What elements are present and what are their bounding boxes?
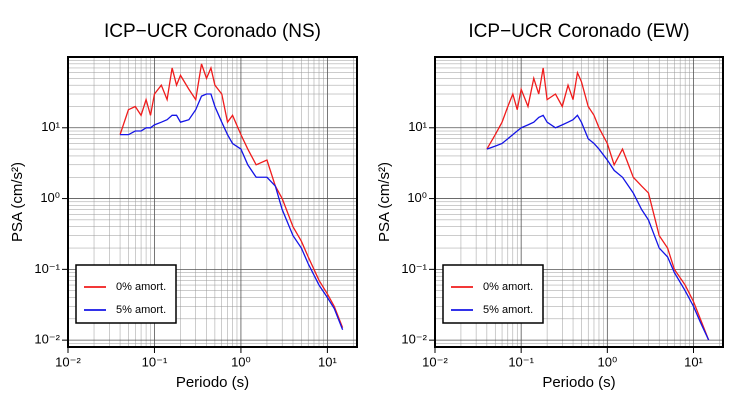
x-tick-label: 10¹ [684,354,703,369]
x-tick-label: 10⁰ [231,354,251,369]
series-line [486,114,710,341]
x-tick-label: 10¹ [318,354,337,369]
series-line [120,93,344,331]
x-tick-label: 10⁻¹ [142,354,168,369]
chart-title: ICP−UCR Coronado (NS) [104,21,321,42]
legend-label: 5% amort. [483,304,533,316]
plot-frame [67,56,358,348]
x-tick-label: 10⁰ [597,354,617,369]
x-axis-label: Periodo (s) [176,374,249,391]
y-tick-label: 10¹ [408,119,427,134]
series-line [119,63,344,328]
series-line [486,67,710,341]
x-axis-label: Periodo (s) [542,374,615,391]
plot-frame [434,56,724,348]
legend-label: 5% amort. [116,304,166,316]
legend-label: 0% amort. [483,281,533,293]
y-axis-label: PSA (cm/s²) [9,162,26,242]
x-tick-label: 10⁻² [422,354,448,369]
chart-title: ICP−UCR Coronado (EW) [468,21,689,42]
y-tick-label: 10⁰ [40,190,60,205]
x-tick-label: 10⁻¹ [508,354,534,369]
y-tick-label: 10⁰ [407,190,427,205]
legend-label: 0% amort. [116,281,166,293]
legend-box [442,264,544,324]
y-tick-label: 10⁻² [401,332,427,347]
y-tick-label: 10⁻² [34,332,60,347]
y-tick-label: 10⁻¹ [34,261,60,276]
y-axis-label: PSA (cm/s²) [376,162,393,242]
y-tick-label: 10¹ [41,119,60,134]
legend-box [75,264,177,324]
y-tick-label: 10⁻¹ [401,261,427,276]
x-tick-label: 10⁻² [55,354,81,369]
